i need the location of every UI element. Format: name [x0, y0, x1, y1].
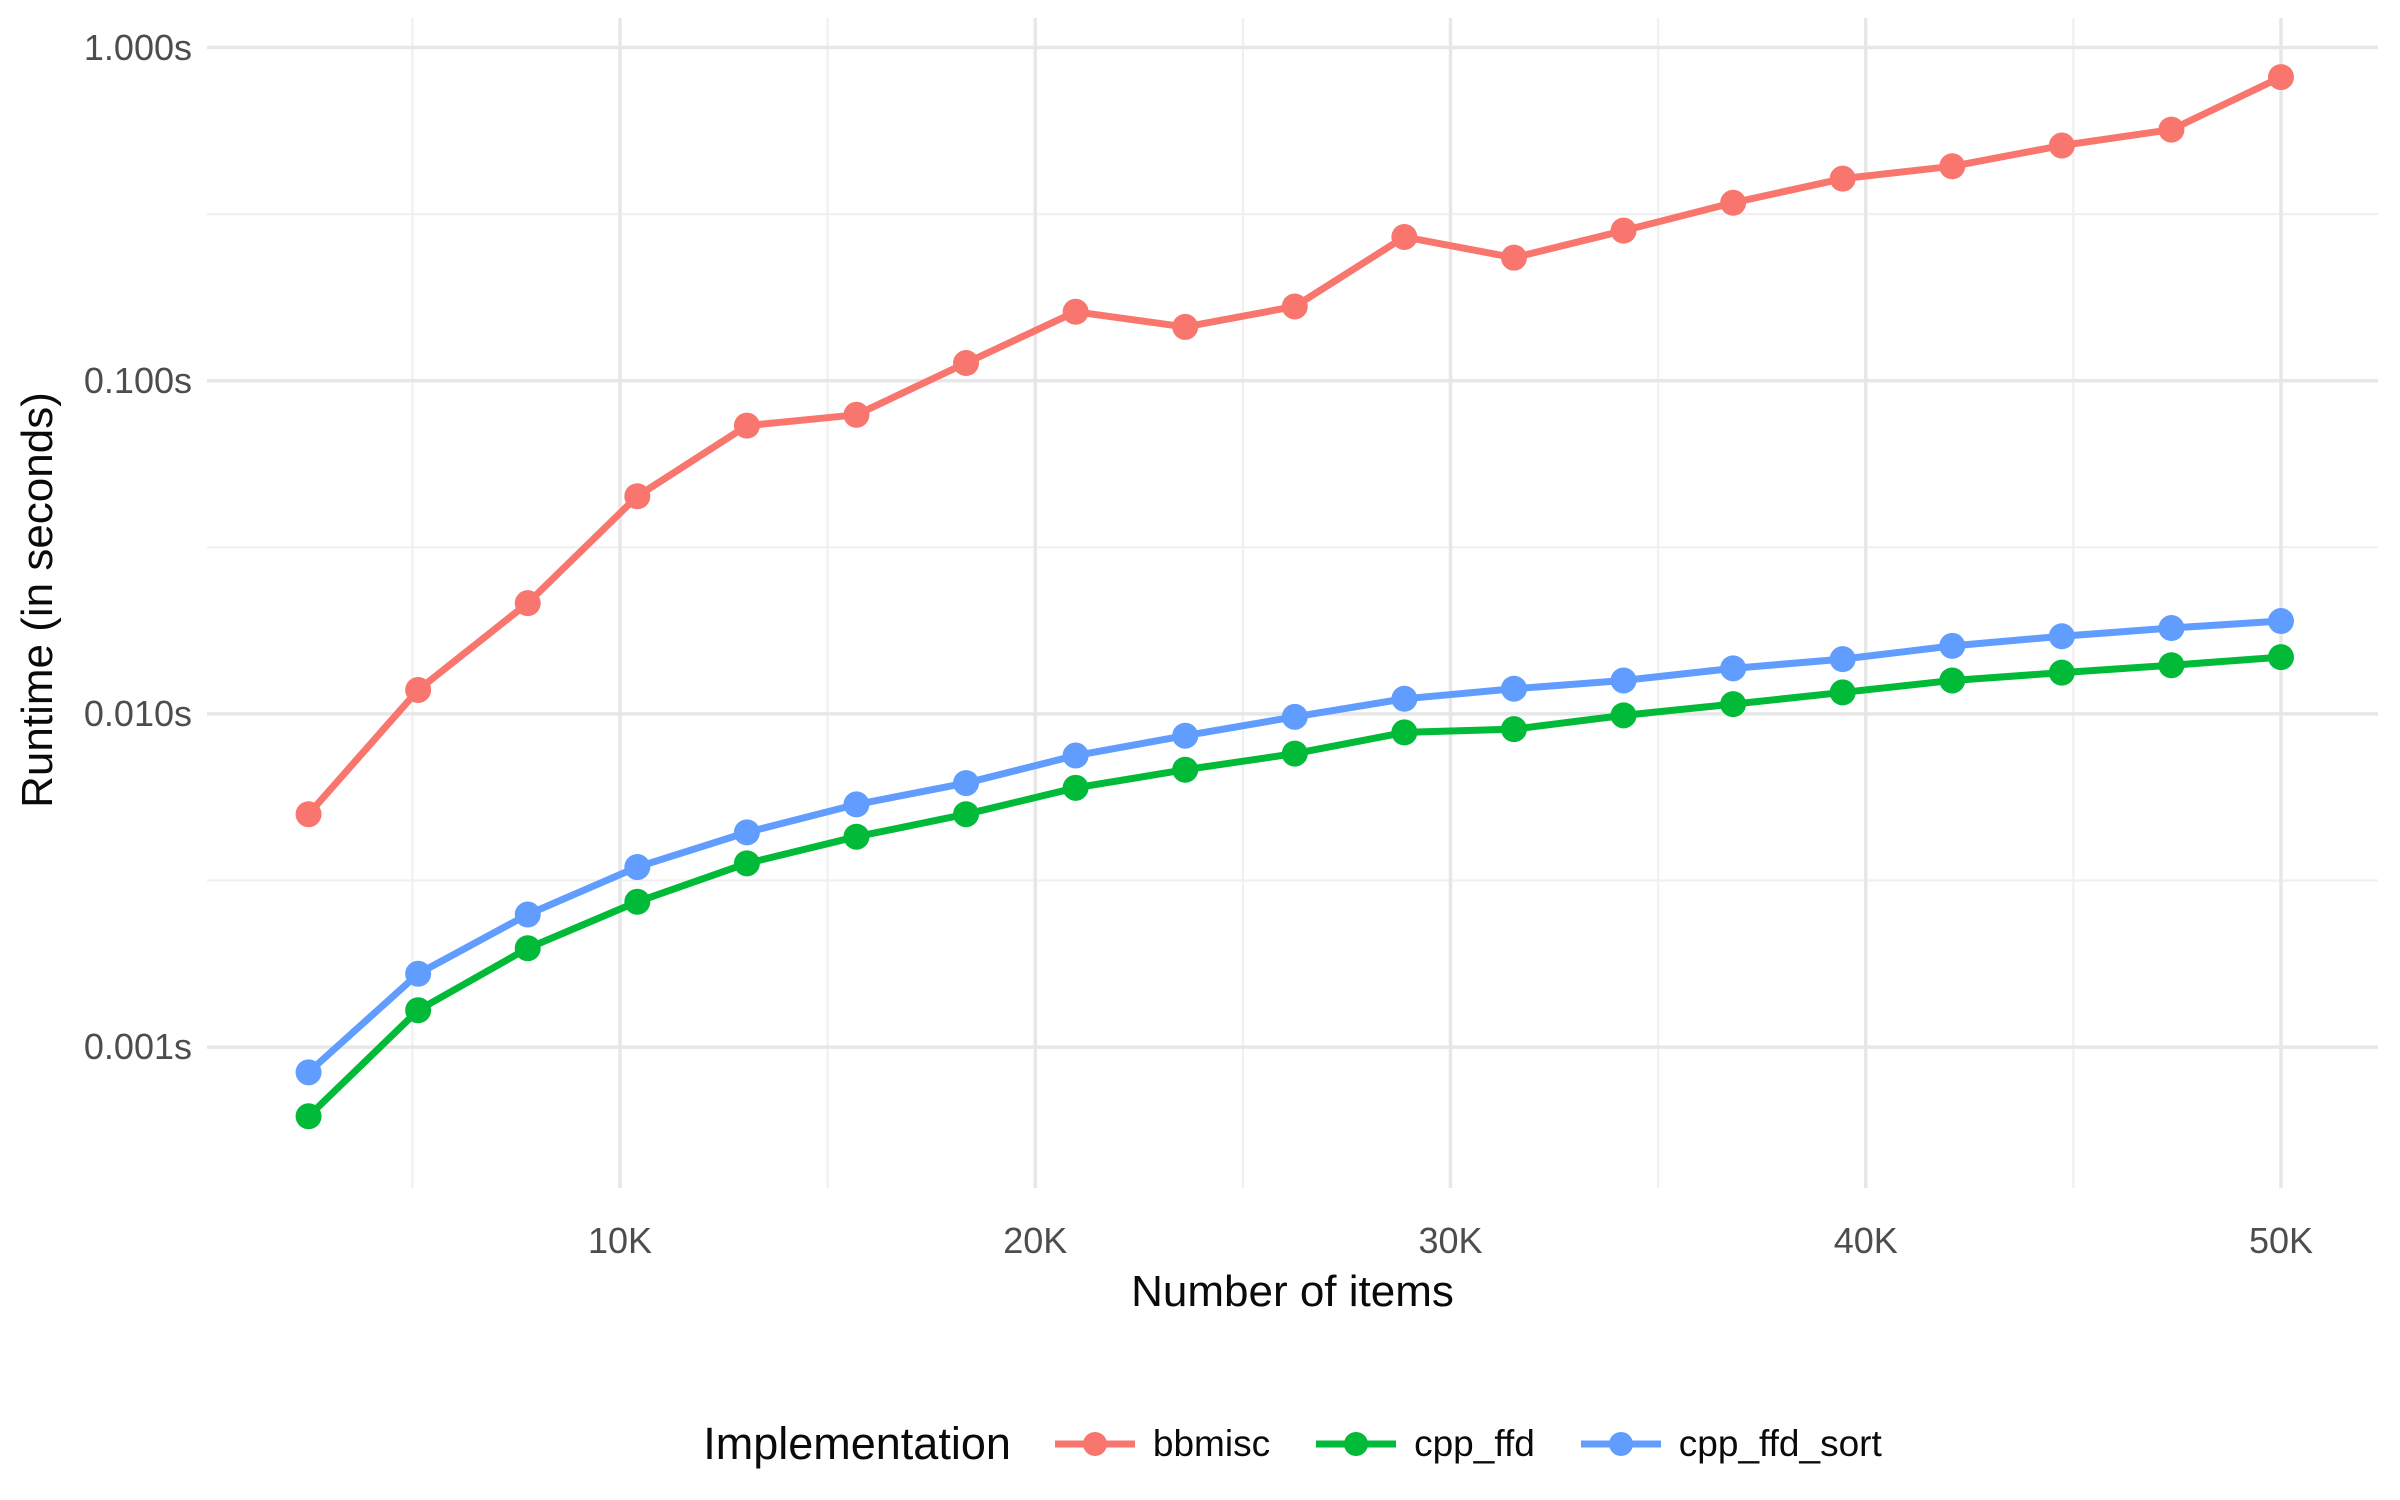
data-point-cpp_ffd_sort	[1939, 632, 1966, 659]
data-point-cpp_ffd	[1829, 679, 1856, 706]
series-line-cpp_ffd_sort	[306, 617, 2282, 1075]
data-point-cpp_ffd_sort	[2048, 623, 2075, 650]
data-point-cpp_ffd_sort	[1281, 703, 1308, 730]
legend-key-icon-cpp_ffd	[1316, 1432, 1397, 1456]
legend-label-cpp_ffd_sort: cpp_ffd_sort	[1678, 1423, 1882, 1464]
data-point-cpp_ffd	[953, 801, 980, 828]
data-point-cpp_ffd_sort	[733, 819, 760, 846]
data-point-bbmisc	[1500, 244, 1527, 271]
data-point-bbmisc	[1281, 293, 1308, 320]
data-point-cpp_ffd_sort	[295, 1059, 322, 1086]
data-point-cpp_ffd	[2048, 659, 2075, 686]
data-point-cpp_ffd	[1391, 719, 1418, 746]
legend-key-icon-cpp_ffd_sort	[1580, 1432, 1661, 1456]
data-point-bbmisc	[1391, 223, 1418, 250]
data-point-cpp_ffd_sort	[1500, 675, 1527, 702]
data-point-cpp_ffd	[405, 997, 432, 1024]
data-point-cpp_ffd_sort	[405, 960, 432, 987]
data-point-bbmisc	[2048, 132, 2075, 159]
data-point-cpp_ffd	[2268, 644, 2294, 671]
data-point-bbmisc	[1720, 189, 1747, 216]
data-point-cpp_ffd_sort	[514, 901, 541, 928]
data-point-cpp_ffd	[1610, 702, 1637, 729]
data-point-cpp_ffd	[1172, 756, 1199, 783]
data-point-cpp_ffd	[1500, 716, 1527, 743]
legend-item-cpp_ffd: cpp_ffd	[1312, 1418, 1535, 1470]
data-point-bbmisc	[1829, 165, 1856, 192]
data-point-bbmisc	[1172, 313, 1199, 340]
data-point-cpp_ffd_sort	[1062, 742, 1089, 769]
data-point-bbmisc	[733, 412, 760, 439]
data-point-cpp_ffd_sort	[2158, 615, 2185, 642]
y-tick-label-0.001s: 0.001s	[83, 1026, 192, 1068]
data-point-cpp_ffd_sort	[1172, 722, 1199, 749]
x-tick-label-30K: 30K	[1418, 1220, 1483, 1261]
data-point-cpp_ffd_sort	[843, 791, 870, 818]
data-point-bbmisc	[843, 401, 870, 428]
data-point-cpp_ffd	[733, 850, 760, 877]
data-point-cpp_ffd_sort	[953, 770, 980, 797]
legend-item-cpp_ffd_sort: cpp_ffd_sort	[1577, 1418, 1882, 1470]
data-point-cpp_ffd	[843, 823, 870, 850]
data-point-bbmisc	[1062, 298, 1089, 325]
legend-label-cpp_ffd: cpp_ffd	[1414, 1423, 1535, 1464]
data-point-cpp_ffd	[1720, 691, 1747, 718]
data-point-cpp_ffd_sort	[1720, 655, 1747, 682]
data-point-cpp_ffd_sort	[624, 854, 651, 881]
legend: Implementation bbmisc cpp_ffd cpp_ffd_sort	[207, 1396, 2378, 1492]
data-point-cpp_ffd	[295, 1103, 322, 1130]
data-point-cpp_ffd	[1939, 667, 1966, 694]
y-tick-label-0.010s: 0.010s	[83, 692, 192, 734]
x-axis-title: Number of items	[1131, 1267, 1454, 1316]
data-point-bbmisc	[514, 590, 541, 617]
legend-item-bbmisc: bbmisc	[1051, 1418, 1270, 1470]
data-point-cpp_ffd	[624, 888, 651, 915]
data-point-cpp_ffd_sort	[1829, 646, 1856, 673]
legend-label-bbmisc: bbmisc	[1152, 1423, 1271, 1464]
series-line-bbmisc	[305, 73, 2283, 817]
x-tick-label-40K: 40K	[1833, 1220, 1898, 1261]
legend-items: bbmisc cpp_ffd cpp_ffd_sort	[1051, 1418, 1882, 1470]
data-point-cpp_ffd_sort	[1610, 667, 1637, 694]
data-point-cpp_ffd	[1281, 740, 1308, 767]
data-point-cpp_ffd_sort	[2268, 608, 2294, 635]
x-tick-label-50K: 50K	[2248, 1220, 2314, 1261]
y-tick-label-1.000s: 1.000s	[83, 26, 192, 68]
legend-title: Implementation	[703, 1418, 1011, 1469]
data-point-bbmisc	[1610, 217, 1637, 244]
data-point-bbmisc	[2268, 64, 2294, 91]
legend-key-icon-bbmisc	[1054, 1432, 1135, 1456]
data-point-cpp_ffd	[1062, 774, 1089, 801]
data-point-bbmisc	[624, 483, 651, 510]
data-point-bbmisc	[1939, 153, 1966, 180]
data-point-bbmisc	[953, 350, 980, 377]
data-point-bbmisc	[2158, 116, 2185, 143]
data-point-cpp_ffd	[2158, 652, 2185, 679]
data-point-bbmisc	[405, 676, 432, 703]
data-point-cpp_ffd	[514, 935, 541, 962]
y-tick-label-0.100s: 0.100s	[83, 359, 192, 401]
data-point-bbmisc	[295, 801, 322, 828]
x-tick-label-20K: 20K	[1003, 1220, 1068, 1261]
data-point-cpp_ffd_sort	[1391, 685, 1418, 712]
y-axis-title-text: Runtime (in seconds)	[13, 392, 62, 808]
x-tick-label-10K: 10K	[587, 1220, 653, 1261]
